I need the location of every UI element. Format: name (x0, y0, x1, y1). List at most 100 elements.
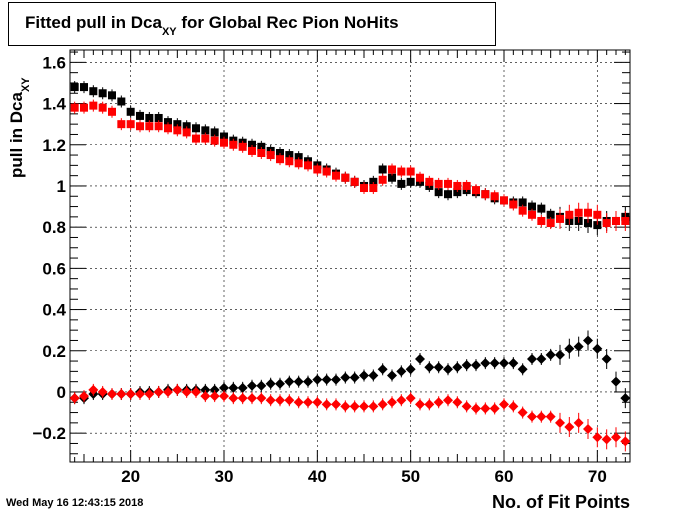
data-point (200, 384, 211, 395)
data-point (265, 378, 276, 389)
data-point (545, 411, 556, 422)
data-point (593, 221, 602, 230)
series-2 (69, 330, 631, 409)
data-point (228, 393, 239, 404)
data-point (117, 97, 126, 106)
data-point (228, 382, 239, 393)
data-point (620, 436, 631, 447)
data-point (154, 122, 163, 131)
data-point (229, 140, 238, 149)
data-point (387, 370, 397, 381)
data-point (602, 219, 611, 228)
data-point (144, 389, 155, 400)
data-point (321, 374, 332, 385)
data-point (611, 432, 621, 443)
x-axis-label: No. of Fit Points (492, 492, 630, 512)
data-point (545, 349, 556, 360)
data-point (452, 397, 463, 408)
data-point (601, 434, 612, 445)
timestamp: Wed May 16 12:43:15 2018 (6, 497, 144, 509)
data-point (573, 417, 584, 428)
x-tick-label: 60 (495, 467, 514, 486)
plot-frame (69, 49, 631, 463)
data-point (201, 126, 210, 135)
data-point (461, 360, 472, 371)
data-point (499, 399, 509, 410)
data-point (89, 101, 98, 110)
data-point (528, 210, 536, 219)
data-point (368, 370, 379, 381)
data-point (209, 391, 220, 402)
data-point (481, 190, 490, 199)
data-point (508, 358, 519, 369)
data-point (536, 411, 547, 422)
data-point (182, 128, 191, 137)
data-point (237, 382, 248, 393)
data-point (499, 358, 509, 369)
data-point (472, 186, 480, 195)
data-point (388, 173, 396, 182)
data-point (107, 389, 117, 400)
data-point (192, 134, 200, 143)
data-point (341, 173, 350, 182)
data-point (332, 171, 340, 180)
data-point (388, 165, 396, 174)
data-point (117, 120, 126, 129)
x-tick-label: 30 (215, 467, 234, 486)
data-point (294, 159, 303, 168)
data-point (285, 157, 294, 166)
data-point (340, 372, 351, 383)
data-point (612, 216, 620, 225)
data-point (201, 134, 210, 143)
data-point (564, 343, 575, 354)
data-point (405, 393, 416, 404)
data-point (452, 362, 463, 373)
y-tick-label: 1.4 (42, 95, 66, 114)
data-point (312, 397, 323, 408)
data-point (200, 391, 211, 402)
data-point (145, 113, 154, 122)
data-point (331, 399, 341, 410)
data-point (303, 376, 313, 387)
data-point (415, 354, 425, 364)
data-point (509, 200, 518, 209)
data-point (145, 122, 154, 131)
data-point (620, 393, 631, 404)
data-point (444, 190, 452, 199)
data-point (70, 83, 79, 92)
data-point (397, 179, 406, 188)
data-point (584, 208, 592, 217)
data-point (546, 210, 555, 219)
data-point (415, 399, 425, 410)
data-point (164, 124, 172, 133)
axis-ticks (70, 50, 630, 462)
data-point (359, 401, 369, 412)
x-tick-label: 40 (308, 467, 327, 486)
data-point (79, 391, 89, 402)
data-point (406, 167, 415, 176)
data-point (565, 210, 574, 219)
data-point (80, 83, 88, 92)
data-point (303, 397, 313, 408)
data-point (248, 140, 256, 149)
series-3 (69, 383, 631, 452)
data-point (592, 343, 603, 354)
data-point (210, 136, 219, 145)
data-point (453, 181, 462, 190)
series-0 (70, 81, 630, 236)
data-point (555, 349, 565, 360)
data-point (556, 214, 564, 223)
data-point (518, 206, 527, 215)
data-point (350, 177, 359, 186)
data-point (592, 432, 603, 443)
y-tick-label: 0.4 (42, 301, 66, 320)
y-tick-label: 0.2 (42, 342, 66, 361)
data-point (192, 124, 200, 133)
data-point (70, 103, 79, 112)
data-point (508, 401, 519, 412)
y-tick-label: −0.2 (32, 424, 66, 443)
data-point (331, 374, 341, 385)
data-marks (69, 81, 631, 452)
data-point (238, 142, 247, 151)
data-point (257, 142, 266, 151)
